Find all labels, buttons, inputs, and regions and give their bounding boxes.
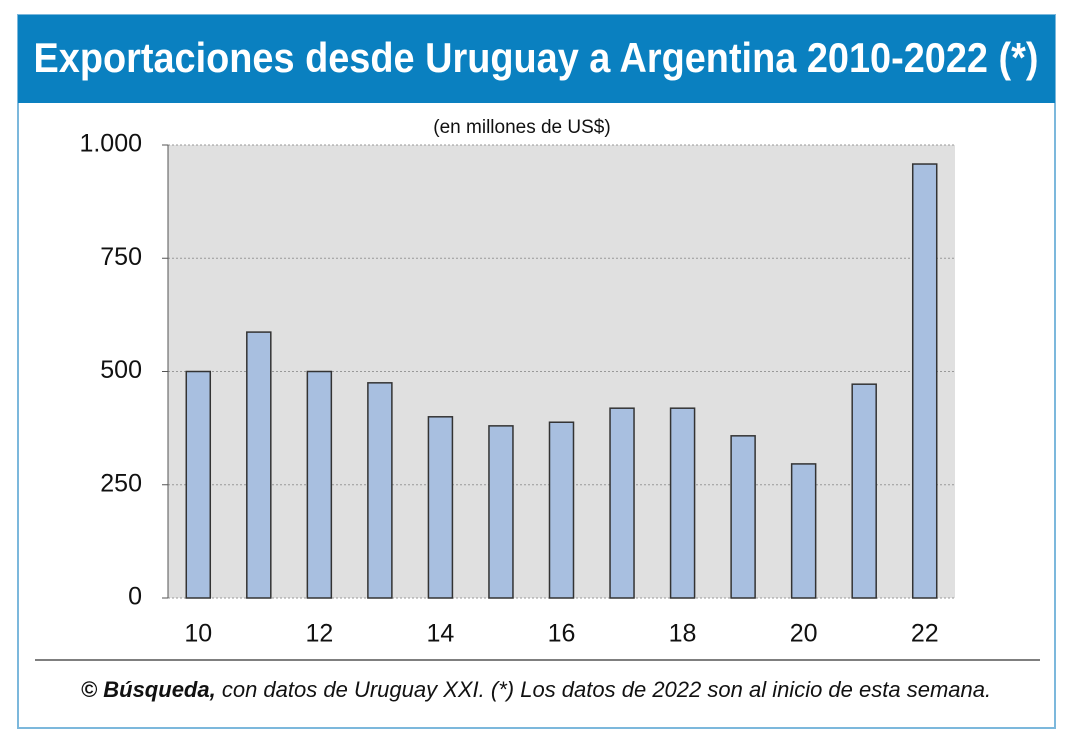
x-tick-label: 18 [669, 620, 697, 648]
y-tick-label: 250 [100, 469, 142, 497]
bar [669, 407, 696, 599]
bar [609, 407, 635, 599]
bar [246, 331, 272, 599]
bar [911, 163, 938, 599]
footer: © Búsqueda, con datos de Uruguay XXI. (*… [81, 677, 991, 702]
chart-title: Exportaciones desde Uruguay a Argentina … [34, 34, 1039, 81]
x-tick-label: 22 [911, 620, 939, 648]
x-tick-label: 12 [305, 620, 333, 648]
bar [548, 421, 575, 599]
title-bar [18, 15, 1055, 103]
footer-source: Búsqueda, [103, 677, 215, 702]
y-tick-label: 0 [128, 583, 142, 611]
x-tick-label: 14 [427, 620, 455, 648]
bar [185, 370, 212, 599]
y-tick-label: 1.000 [79, 130, 142, 158]
bar [367, 382, 393, 599]
bar [427, 416, 454, 599]
x-tick-label: 10 [184, 620, 212, 648]
bar [488, 425, 514, 599]
x-tick-label: 16 [548, 620, 576, 648]
y-tick-label: 750 [100, 243, 142, 271]
bar [306, 370, 333, 599]
y-tick-label: 500 [100, 356, 142, 384]
footer-symbol: © [81, 677, 98, 702]
bar [851, 383, 877, 599]
bar [790, 463, 817, 599]
x-tick-label: 20 [790, 620, 818, 648]
bar [730, 435, 756, 599]
footer-note: con datos de Uruguay XXI. (*) Los datos … [222, 677, 991, 702]
chart-subtitle: (en millones de US$) [433, 117, 610, 138]
